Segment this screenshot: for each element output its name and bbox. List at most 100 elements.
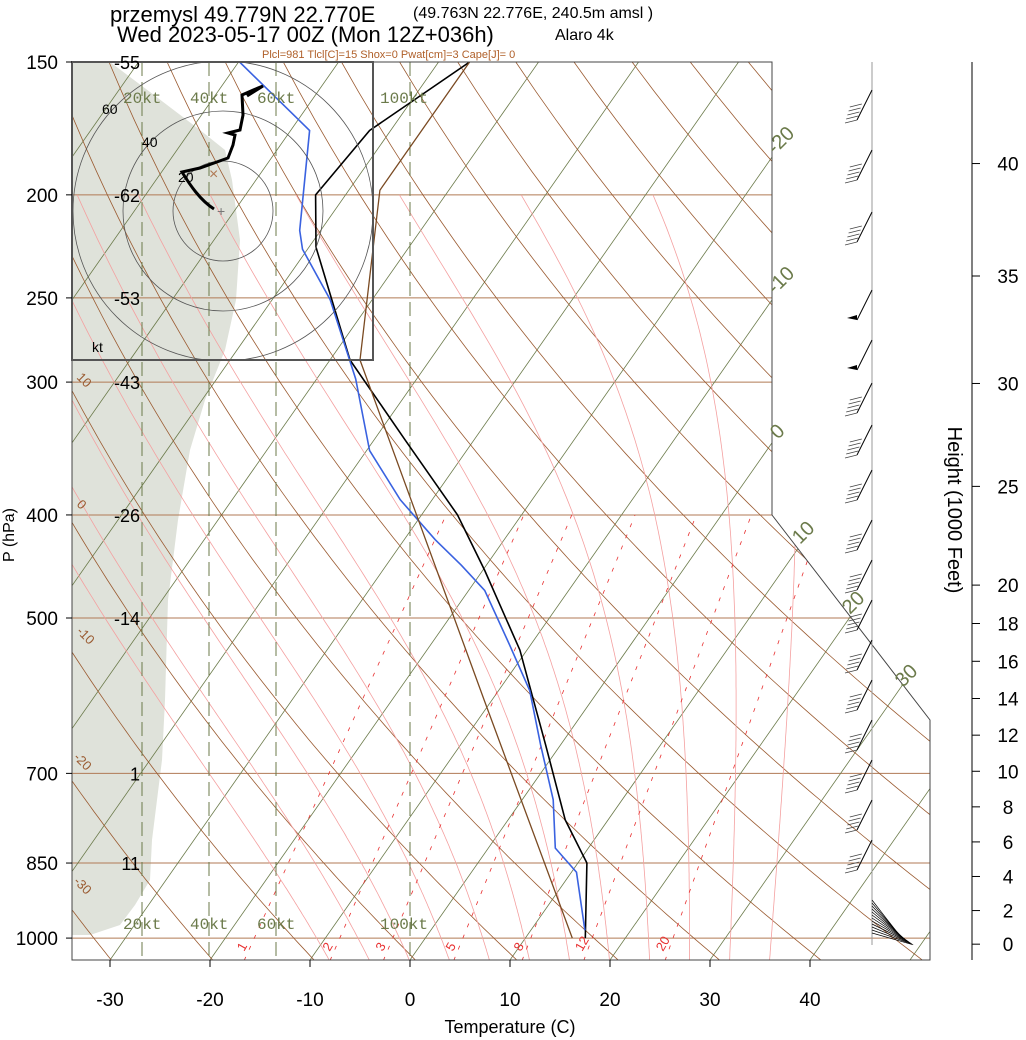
- mixing-ratio-line: [521, 514, 697, 960]
- chart-subtitle: Wed 2023-05-17 00Z (Mon 12Z+036h): [117, 22, 494, 47]
- dry-adiabat-line: [72, 62, 523, 960]
- storm-motion-marker: ×: [209, 166, 218, 183]
- x-tick-label: 40: [799, 990, 820, 1011]
- y2-tick-label: 4: [1003, 867, 1014, 888]
- y2-tick-label: 25: [997, 477, 1018, 498]
- speed-label: 60kt: [257, 916, 295, 934]
- wind-barb-feather: [848, 167, 861, 172]
- wind-barb-feather: [844, 749, 858, 754]
- x-tick-label: -30: [96, 990, 123, 1011]
- wind-barb-staff: [856, 211, 873, 243]
- wind-barb-pennant: [847, 315, 857, 320]
- moist-adiabat-line: [209, 194, 570, 960]
- isotherm-line: [106, 62, 762, 960]
- mixing-ratio-label: 12: [572, 933, 592, 953]
- y-tick-label: 300: [26, 373, 58, 394]
- wind-barb-feather: [846, 705, 859, 710]
- mixing-ratio-line: [329, 514, 525, 960]
- wind-barb-feather: [844, 869, 858, 874]
- speed-label: 20kt: [123, 916, 161, 934]
- wind-barb-feather: [847, 701, 860, 706]
- isotherm-line: [206, 62, 862, 960]
- wind-barb-feather: [849, 163, 862, 168]
- y2-tick-label: 6: [1003, 833, 1014, 854]
- level-temperature-label: -53: [114, 289, 140, 309]
- hodograph-speed-guides: [141, 62, 411, 960]
- isotherm-line: [706, 62, 930, 960]
- x-tick-label: 0: [405, 990, 416, 1011]
- wind-barb-staff: [856, 519, 873, 551]
- wind-barb-feather: [847, 821, 860, 826]
- wind-barb-feather: [848, 537, 861, 542]
- isotherm-label: 30: [891, 660, 922, 691]
- wind-barb-feather: [847, 581, 860, 586]
- isotherm-label: 0: [766, 420, 789, 443]
- plot-frame: [71, 61, 931, 961]
- isotherm-line: [0, 30, 61, 965]
- wind-barb-feather: [847, 541, 860, 546]
- y2-tick-label: 30: [997, 374, 1018, 395]
- wind-barb-feather: [844, 789, 858, 794]
- moist-adiabat-line: [72, 194, 450, 960]
- wind-barbs: [844, 62, 914, 946]
- wind-barb-feather: [847, 171, 860, 176]
- model-label: Alaro 4k: [555, 27, 615, 44]
- wind-barb-staff: [856, 89, 873, 121]
- mixing-ratio-line: [382, 514, 573, 960]
- wind-barb-feather: [847, 491, 860, 496]
- wind-barb-feather: [848, 107, 861, 112]
- y2-tick-label: 12: [997, 726, 1018, 747]
- wind-barb-feather: [849, 653, 862, 658]
- dry-adiabat-line: [72, 62, 726, 960]
- wind-barb-feather: [849, 813, 862, 818]
- isotherm-line: [606, 62, 930, 960]
- dry-adiabat-line: [0, 30, 14, 965]
- wind-barb-feather: [849, 733, 862, 738]
- wind-barb-feather: [844, 454, 858, 459]
- wind-barb-feather: [844, 412, 858, 417]
- isotherm-line: [72, 62, 562, 960]
- dry-adiabat-line: [72, 62, 421, 960]
- speed-labels: 20kt 40kt 60kt 100kt 20kt 40kt 60kt 100k…: [123, 90, 428, 934]
- wind-barb-feather: [846, 495, 859, 500]
- wind-barb-feather: [846, 745, 859, 750]
- wind-barb-feather: [848, 657, 861, 662]
- wind-barb-feather: [844, 709, 858, 714]
- y2-tick-label: 16: [997, 652, 1018, 673]
- wind-barb-feather: [844, 549, 858, 554]
- hodo-unit-label: kt: [92, 339, 103, 355]
- wind-barb-feather: [848, 617, 861, 622]
- wind-barb-feather: [846, 665, 859, 670]
- mixing-ratio-line: [583, 514, 752, 960]
- y2-tick-label: 40: [997, 155, 1018, 176]
- dewpoint-profile: [239, 62, 586, 931]
- wind-barb-feather: [847, 741, 860, 746]
- wind-barb-feather: [846, 115, 859, 120]
- wind-barb-feather: [844, 241, 858, 246]
- speed-label: 40kt: [190, 916, 228, 934]
- x-tick-label: 10: [499, 990, 520, 1011]
- surface-wind-barb: [871, 932, 914, 946]
- wind-barb-feather: [844, 629, 858, 634]
- dry-adiabat-line: [95, 62, 828, 960]
- wind-barb-staff: [856, 719, 873, 751]
- dry-adiabat-line: [722, 62, 930, 960]
- speed-label: 20kt: [123, 90, 161, 108]
- level-temperature-label: -26: [114, 506, 140, 526]
- wind-barb-staff: [856, 799, 873, 831]
- wind-barb-feather: [848, 777, 861, 782]
- wind-barb-feather: [844, 119, 858, 124]
- isotherm-label: -20: [763, 123, 799, 159]
- wind-barb-staff: [856, 469, 873, 501]
- moist-adiabat-line: [399, 194, 650, 960]
- wind-barb-feather: [848, 817, 861, 822]
- moist-adiabat-line: [652, 194, 737, 960]
- wind-barb-feather: [844, 829, 858, 834]
- wind-barb-feather: [847, 446, 860, 451]
- wind-barb-feather: [847, 661, 860, 666]
- level-temperature-label: -62: [114, 186, 140, 206]
- level-temperature-label: -14: [114, 609, 140, 629]
- y-axis-title: P (hPa): [1, 508, 18, 562]
- location-detail: (49.763N 22.776E, 240.5m amsl ): [413, 5, 653, 22]
- cloud-shading: [72, 62, 240, 935]
